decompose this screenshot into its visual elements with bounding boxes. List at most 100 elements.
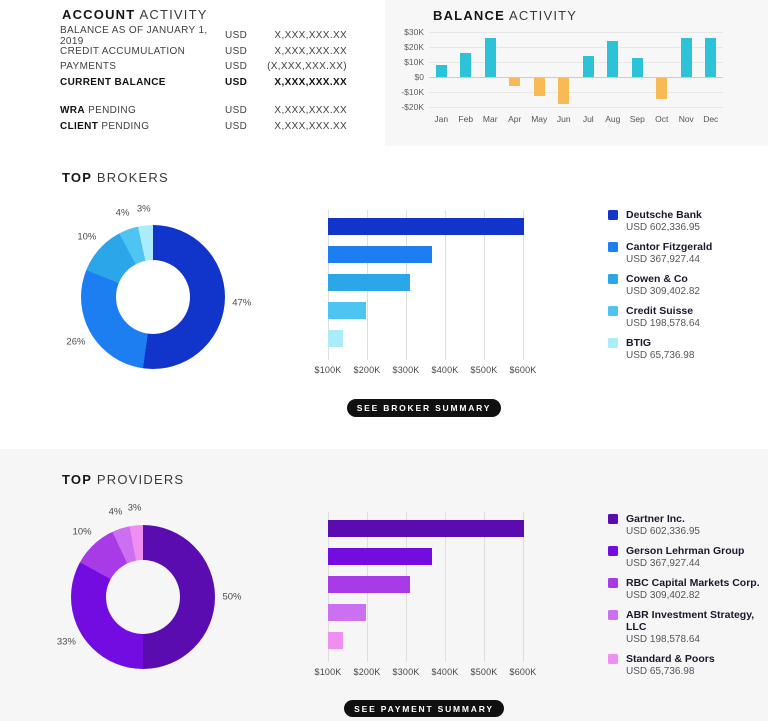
account-row-label: CURRENT BALANCE [60,76,166,88]
top-brokers-title-bold: TOP [62,170,93,185]
legend-value: USD 602,336.95 [626,526,700,537]
broker-legend-item: Cantor Fitzgerald USD 367,927.44 [608,241,768,266]
top-brokers-bar-chart: $100K $200K $300K $400K $500K $600K [314,210,548,380]
y-axis-tick-label: $0 [414,72,424,82]
balance-bar-feb [460,53,472,77]
account-row: CURRENT BALANCE USD X,XXX,XXX.XX [60,75,347,91]
gridline [484,210,485,360]
account-row: PAYMENTS USD (X,XXX,XXX.XX) [60,59,347,75]
account-row-currency: USD [225,45,248,57]
broker-bar [328,246,433,263]
gridline [429,32,723,33]
x-axis-tick-label: Apr [508,114,522,124]
see-payment-summary-button[interactable]: SEE PAYMENT SUMMARY [344,700,504,717]
provider-bar [328,576,410,593]
x-axis-tick-label: $500K [470,667,498,677]
top-brokers-legend: Deutsche Bank USD 602,336.95 Cantor Fitzge… [608,209,768,369]
legend-color-swatch [608,514,618,524]
legend-text: Gartner Inc. USD 602,336.95 [626,513,700,538]
broker-bar [328,330,343,347]
balance-bar-aug [607,41,619,77]
x-axis-tick-label: Dec [703,114,719,124]
balance-bar-jan [435,65,447,77]
x-axis-tick-label: Aug [605,114,621,124]
gridline [429,47,723,48]
pending-rows: WRA PENDING USD X,XXX,XXX.XX CLIENT PENDING… [60,103,347,134]
brokers-segment-label: 26% [66,336,86,347]
legend-name: Credit Suisse [626,305,694,317]
balance-bar-jun [558,78,570,104]
balance-bar-nov [680,38,692,77]
gridline [429,62,723,63]
account-row-label: CREDIT ACCUMULATION [60,45,186,57]
legend-name: Gartner Inc. [626,513,685,525]
pending-row: WRA PENDING USD X,XXX,XXX.XX [60,103,347,119]
top-brokers-title-rest: BROKERS [92,170,169,185]
brokers-donut-hole [116,260,190,334]
gridline [429,77,723,78]
legend-text: Gerson Lehrman Group USD 367,927.44 [626,545,744,570]
legend-color-swatch [608,654,618,664]
x-axis-tick-label: Jan [434,114,449,124]
account-activity-title-bold: ACCOUNT [62,7,136,22]
legend-value: USD 198,578.64 [626,634,700,645]
provider-bar [328,632,343,649]
legend-text: ABR Investment Strategy, LLC USD 198,578.… [626,609,768,646]
x-axis-tick-label: $400K [431,365,459,375]
account-row-value: X,XXX,XXX.XX [274,45,347,57]
x-axis-tick-label: $200K [353,365,381,375]
pending-row-label: CLIENT PENDING [60,120,150,132]
legend-text: Deutsche Bank USD 602,336.95 [626,209,702,234]
legend-color-swatch [608,210,618,220]
broker-bar [328,274,410,291]
legend-name: Standard & Poors [626,653,715,665]
legend-value: USD 602,336.95 [626,222,700,233]
y-axis-tick-label: -$20K [401,102,424,112]
legend-value: USD 367,927.44 [626,254,700,265]
balance-activity-panel: BALANCE ACTIVITY $30K $20K $10K $0 -$10K -$20… [385,0,768,146]
balance-activity-title-bold: BALANCE [433,8,505,23]
legend-value: USD 65,736.98 [626,350,695,361]
provider-legend-item: Gerson Lehrman Group USD 367,927.44 [608,545,768,570]
legend-value: USD 65,736.98 [626,666,695,677]
legend-color-swatch [608,578,618,588]
legend-text: BTIG USD 65,736.98 [626,337,694,362]
x-axis-tick-label: Nov [678,114,694,124]
x-axis-tick-label: Mar [482,114,498,124]
x-axis-tick-label: $200K [353,667,381,677]
balance-bar-sep [631,57,643,77]
legend-text: Credit Suisse USD 198,578.64 [626,305,700,330]
legend-color-swatch [608,546,618,556]
legend-name: Gerson Lehrman Group [626,545,745,557]
top-providers-section: TOP PROVIDERS 50% 33% 10% 4% 3% $100K $200K $3… [0,449,768,721]
legend-color-swatch [608,274,618,284]
provider-legend-item: ABR Investment Strategy, LLC USD 198,578.… [608,609,768,646]
brokers-segment-label: 4% [115,207,130,219]
brokers-segment-label: 10% [77,231,97,243]
x-axis-tick-label: May [531,114,548,124]
x-axis-tick-label: $100K [314,667,342,677]
legend-value: USD 367,927.44 [626,558,700,569]
balance-bar-oct [656,78,668,99]
legend-color-swatch [608,338,618,348]
pending-row: CLIENT PENDING USD X,XXX,XXX.XX [60,119,347,135]
balance-bar-jul [582,56,594,77]
account-row: CREDIT ACCUMULATION USD X,XXX,XXX.XX [60,44,347,60]
account-row-currency: USD [225,30,248,42]
broker-legend-item: Credit Suisse USD 198,578.64 [608,305,768,330]
account-activity-table: BALANCE AS OF JANUARY 1, 2019 USD X,XXX,XX… [60,25,347,134]
legend-color-swatch [608,306,618,316]
gridline [445,210,446,360]
legend-name: Deutsche Bank [626,209,702,221]
x-axis-tick-label: Oct [655,114,669,124]
gridline [429,107,723,108]
x-axis-tick-label: Jun [556,114,571,124]
account-activity-title: ACCOUNT ACTIVITY [62,7,208,22]
balance-bar-dec [705,38,717,77]
legend-name: Cowen & Co [626,273,688,285]
provider-bar [328,604,367,621]
legend-text: Cantor Fitzgerald USD 367,927.44 [626,241,712,266]
x-axis-tick-label: Sep [629,114,645,124]
see-broker-summary-button[interactable]: SEE BROKER SUMMARY [347,399,501,417]
x-axis-tick-label: $600K [509,667,537,677]
